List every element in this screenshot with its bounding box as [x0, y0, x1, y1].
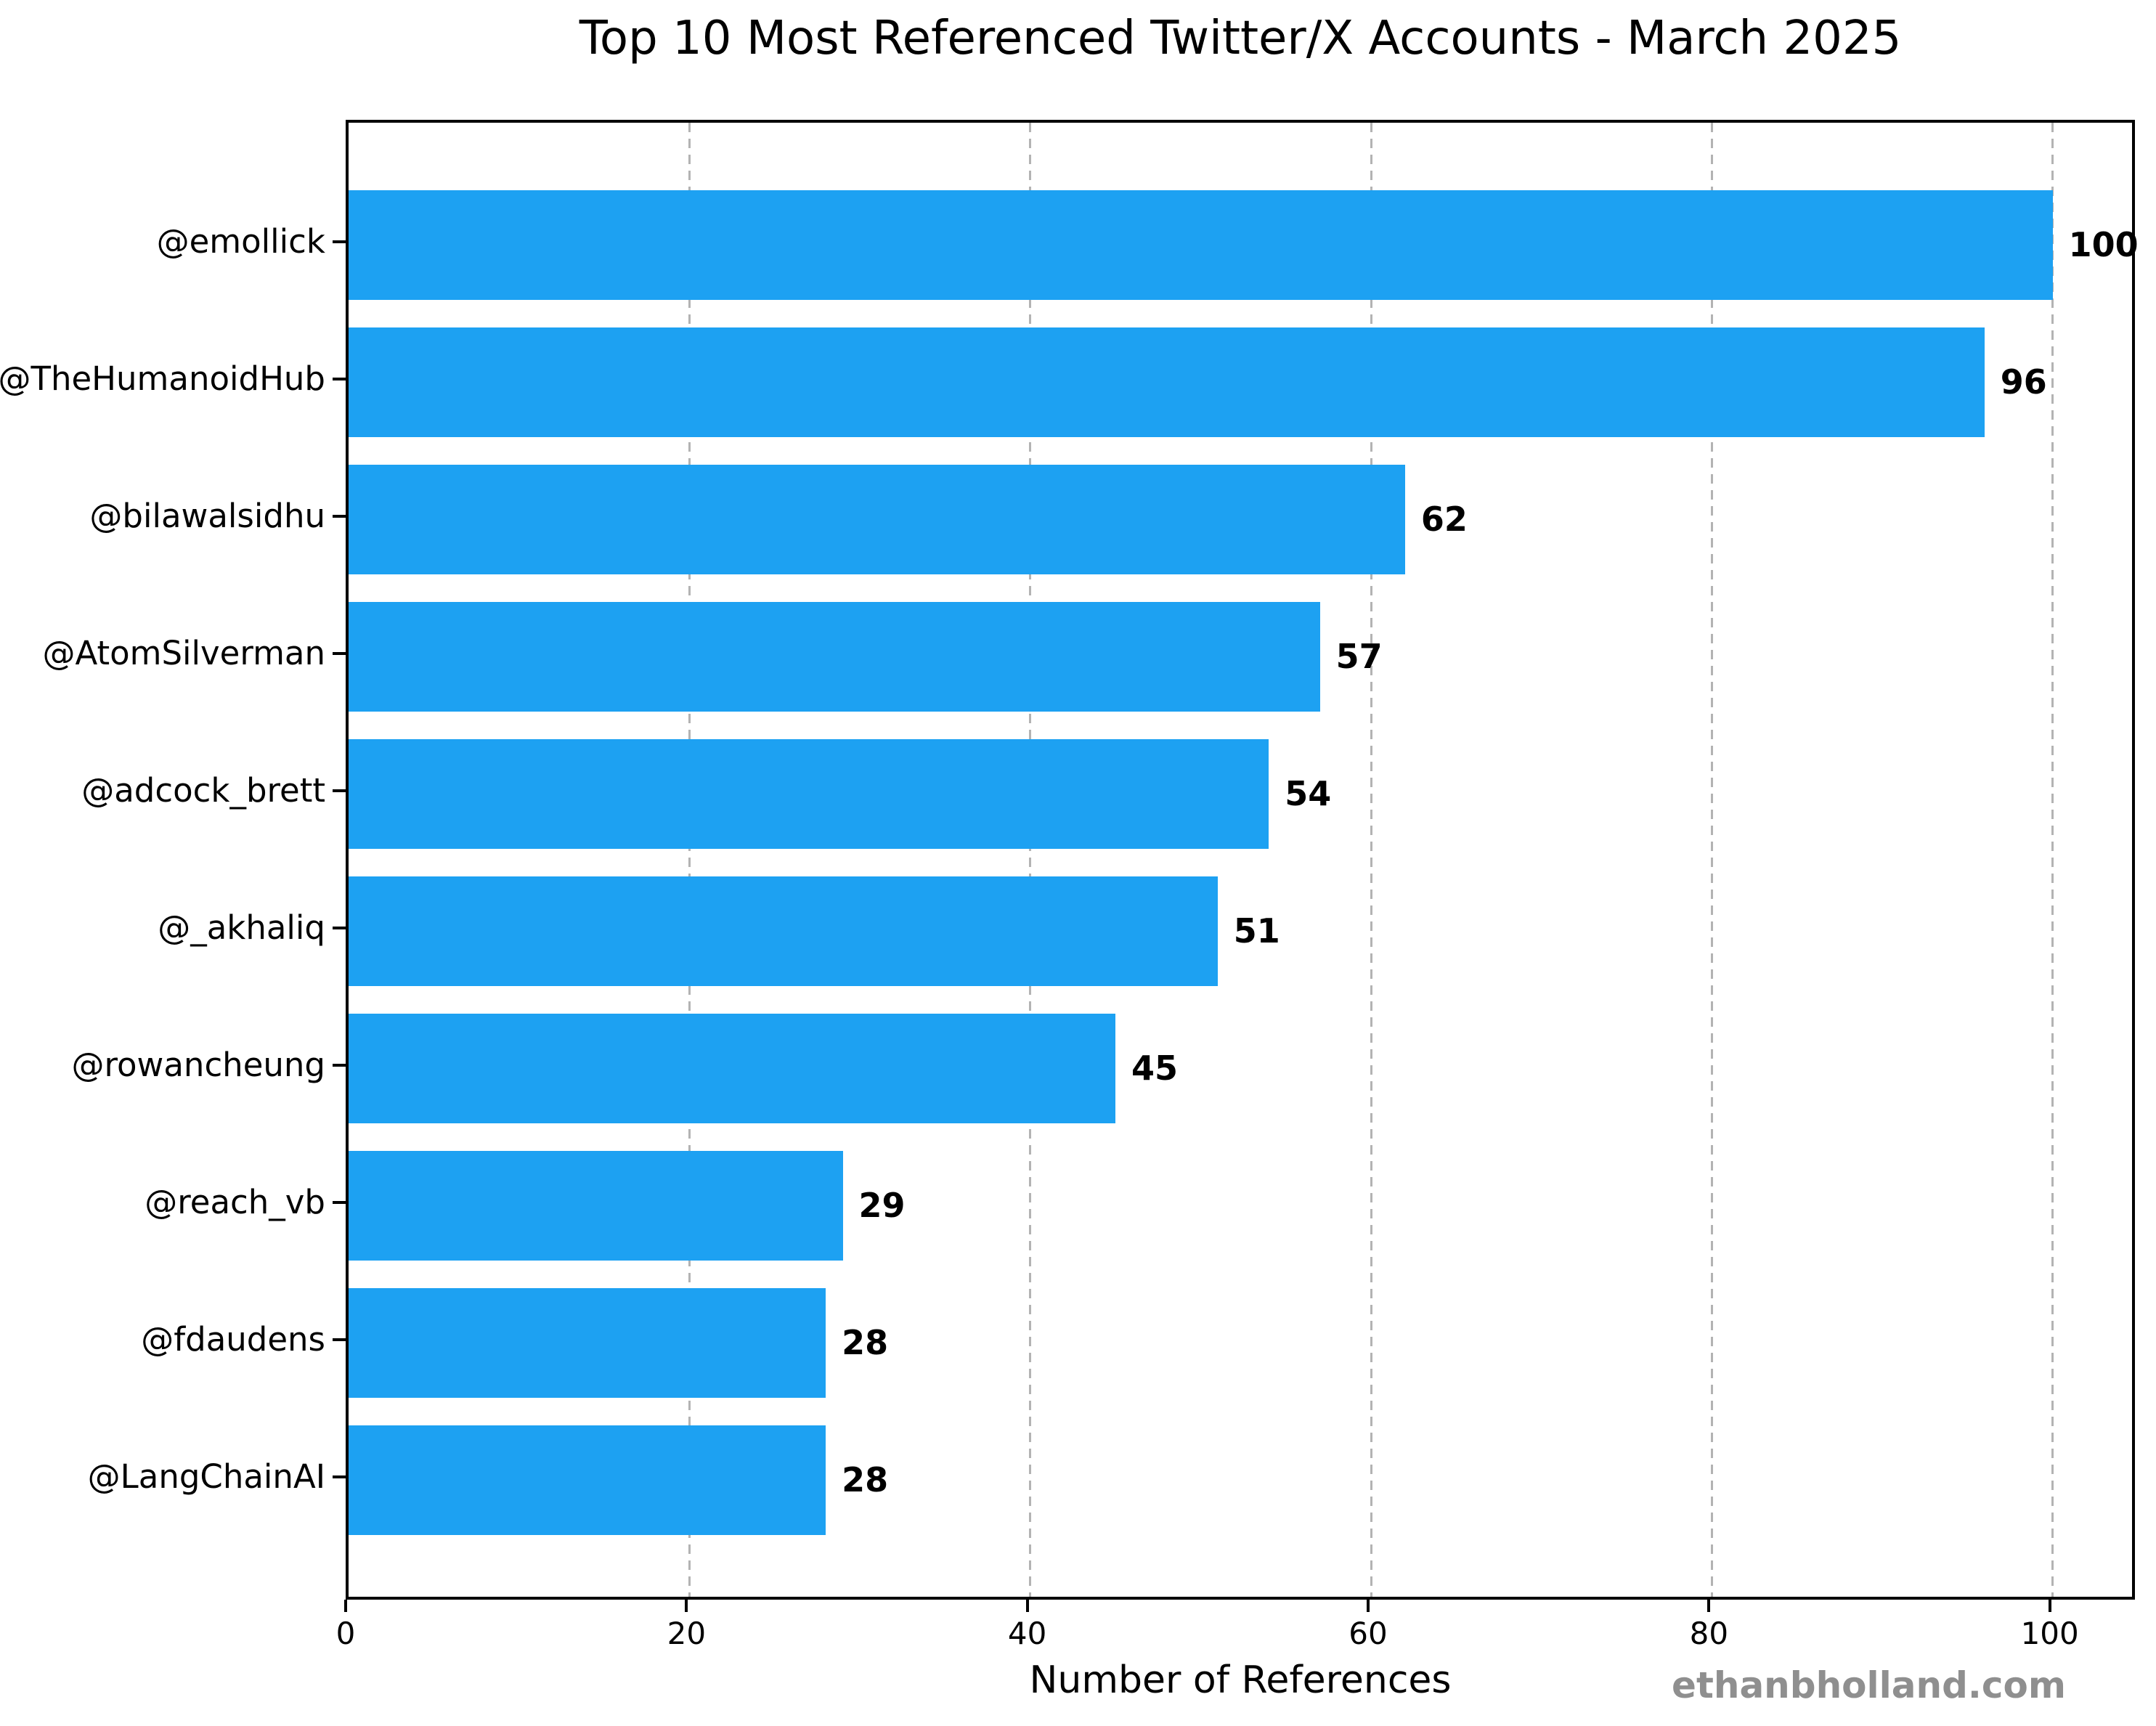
bar-row: 62	[349, 464, 2132, 574]
x-tick-label: 0	[335, 1616, 356, 1651]
x-tick-label: 80	[1689, 1616, 1729, 1651]
chart-title: Top 10 Most Referenced Twitter/X Account…	[579, 12, 1902, 65]
bar-row: 45	[349, 1013, 2132, 1123]
category-label: @rowancheung	[71, 1046, 326, 1084]
y-tick-mark	[333, 378, 346, 380]
bar-row: 51	[349, 876, 2132, 986]
bar-row: 28	[349, 1287, 2132, 1398]
category-label: @emollick	[156, 222, 325, 261]
x-tick-label: 100	[2020, 1616, 2079, 1651]
gridline-x40	[1029, 123, 1032, 1597]
y-tick-mark	[333, 927, 346, 929]
gridline-x20	[688, 123, 691, 1597]
x-tick-label: 60	[1348, 1616, 1388, 1651]
x-tick-mark	[344, 1600, 347, 1612]
x-tick-mark	[1707, 1600, 1711, 1612]
bar-row: 57	[349, 601, 2132, 712]
y-tick-mark	[333, 1064, 346, 1067]
value-label: 57	[1335, 637, 1383, 676]
y-tick-mark	[333, 1475, 346, 1478]
category-label: @_akhaliq	[158, 908, 325, 947]
gridline-x60	[1370, 123, 1372, 1597]
category-label: @adcock_brett	[81, 771, 325, 810]
gridline-x100	[2051, 123, 2054, 1597]
bar-TheHumanoidHub	[349, 327, 1985, 437]
bar-row: 29	[349, 1150, 2132, 1261]
category-label: @fdaudens	[141, 1320, 325, 1359]
bar-AtomSilverman	[349, 601, 1320, 712]
bar-row: 100	[349, 190, 2139, 300]
y-tick-mark	[333, 789, 346, 792]
value-label: 51	[1233, 911, 1280, 950]
y-tick-mark	[333, 515, 346, 518]
bar-rowancheung	[349, 1013, 1115, 1123]
plot-area: 100 96 62 57 54 51 45 29 28 28	[346, 120, 2139, 1600]
watermark: ethanbholland.com	[1672, 1664, 2066, 1706]
bar-bilawalsidhu	[349, 464, 1405, 574]
x-tick-mark	[1367, 1600, 1370, 1612]
x-tick-mark	[685, 1600, 688, 1612]
value-label: 45	[1131, 1049, 1179, 1088]
category-label: @reach_vb	[145, 1183, 325, 1221]
bar-row: 28	[349, 1425, 2132, 1535]
category-label: @AtomSilverman	[42, 634, 325, 672]
value-label: 62	[1420, 500, 1468, 539]
y-tick-mark	[333, 1338, 346, 1341]
x-axis-title: Number of References	[1029, 1658, 1452, 1702]
bar-emollick	[349, 190, 2053, 300]
bar-fdaudens	[349, 1287, 826, 1398]
y-tick-mark	[333, 1201, 346, 1204]
gridline-x80	[1710, 123, 1713, 1597]
value-label: 96	[2000, 362, 2047, 402]
bar-LangChainAI	[349, 1425, 826, 1535]
category-label: @TheHumanoidHub	[0, 359, 325, 398]
bar-row: 96	[349, 327, 2132, 437]
value-label: 28	[842, 1323, 889, 1362]
category-label: @bilawalsidhu	[89, 497, 325, 535]
bar-adcock_brett	[349, 738, 1269, 849]
value-label: 28	[842, 1460, 889, 1499]
value-label: 100	[2068, 225, 2139, 264]
x-tick-mark	[2048, 1600, 2051, 1612]
bar-_akhaliq	[349, 876, 1218, 986]
bar-row: 54	[349, 738, 2132, 849]
y-tick-mark	[333, 240, 346, 243]
y-tick-mark	[333, 652, 346, 655]
x-tick-mark	[1025, 1600, 1029, 1612]
category-label: @LangChainAI	[87, 1457, 325, 1496]
x-tick-label: 20	[667, 1616, 707, 1651]
value-label: 54	[1285, 774, 1332, 813]
x-tick-label: 40	[1007, 1616, 1047, 1651]
bar-reach_vb	[349, 1150, 843, 1261]
value-label: 29	[858, 1186, 906, 1225]
